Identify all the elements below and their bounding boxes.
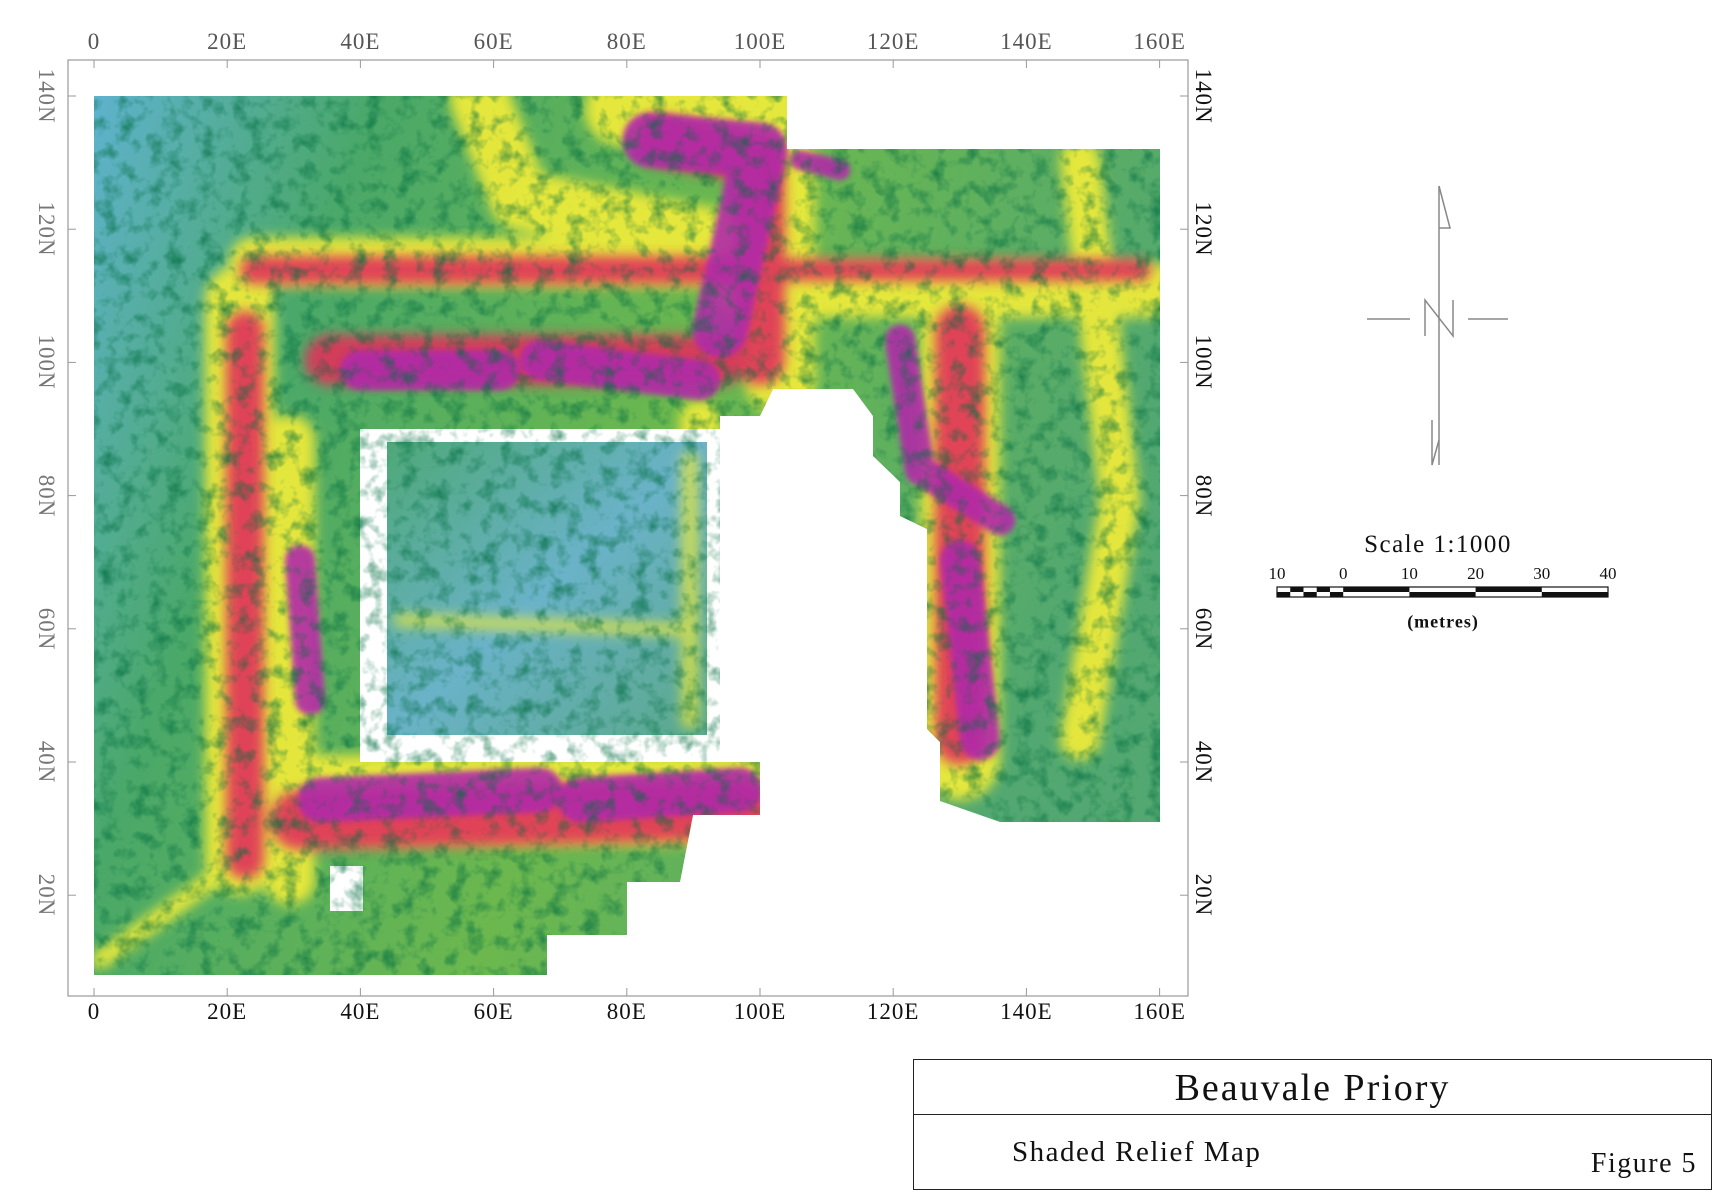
title-block: Beauvale Priory Shaded Relief Map Figure… xyxy=(913,1059,1712,1190)
plot-frame xyxy=(67,59,1189,997)
scale-tick-label: 30 xyxy=(1533,564,1551,583)
scale-unit: (metres) xyxy=(1407,611,1479,632)
x-tick-label-top: 120E xyxy=(866,29,920,54)
figure-label: Figure 5 xyxy=(1590,1148,1697,1179)
north-arrow xyxy=(1367,185,1508,466)
x-tick-label-bottom: 160E xyxy=(1133,999,1186,1024)
x-tick-label-top: 20E xyxy=(207,29,248,54)
scale-segment xyxy=(1409,592,1476,597)
x-tick-label-top: 160E xyxy=(1133,29,1186,54)
y-tick-label-left: 80N xyxy=(34,474,59,517)
scale-segment xyxy=(1343,587,1410,592)
x-tick-label-bottom: 80E xyxy=(606,999,647,1024)
x-tick-label-bottom: 140E xyxy=(1000,999,1053,1024)
y-tick-label-left: 20N xyxy=(34,873,59,917)
y-tick-label-left: 120N xyxy=(34,201,59,257)
scale-tick-label: 0 xyxy=(1338,564,1348,583)
title-divider xyxy=(914,1114,1711,1115)
x-tick-label-bottom: 40E xyxy=(340,999,381,1024)
y-tick-label-right: 100N xyxy=(1191,334,1216,390)
x-tick-label-bottom: 0 xyxy=(87,999,101,1024)
y-tick-label-right: 140N xyxy=(1191,68,1216,124)
x-tick-label-bottom: 20E xyxy=(207,999,248,1024)
scale-tick-label: 10 xyxy=(1268,564,1286,583)
x-tick-label-top: 100E xyxy=(733,29,787,54)
map-title: Beauvale Priory xyxy=(1174,1067,1451,1109)
scale-title: Scale 1:1000 xyxy=(1364,531,1512,558)
y-tick-label-left: 140N xyxy=(34,68,59,124)
survey-area xyxy=(94,96,1160,975)
x-tick-label-bottom: 120E xyxy=(866,999,920,1024)
scale-tick-label: 10 xyxy=(1400,564,1418,583)
north-n-glyph xyxy=(1424,297,1454,339)
scale-tick-label: 20 xyxy=(1467,564,1485,583)
scale-segment xyxy=(1475,587,1542,592)
map-subtitle: Shaded Relief Map xyxy=(1012,1136,1262,1168)
y-tick-label-right: 120N xyxy=(1191,201,1216,257)
scale-segment xyxy=(1290,587,1304,592)
scale-bar xyxy=(1276,586,1609,598)
y-tick-label-right: 60N xyxy=(1191,607,1216,651)
scale-tick-label: 40 xyxy=(1599,564,1617,583)
x-tick-label-top: 140E xyxy=(1000,29,1053,54)
scale-segment xyxy=(1541,592,1608,597)
y-tick-label-right: 40N xyxy=(1191,740,1216,784)
y-tick-label-left: 40N xyxy=(34,740,59,784)
frame-ticks xyxy=(68,60,1188,996)
scale-segment xyxy=(1316,587,1330,592)
y-tick-label-left: 60N xyxy=(34,607,59,651)
x-tick-label-top: 0 xyxy=(87,29,101,54)
y-tick-label-right: 20N xyxy=(1191,873,1216,917)
y-tick-label-right: 80N xyxy=(1191,474,1216,517)
x-tick-label-top: 40E xyxy=(340,29,381,54)
y-tick-label-left: 100N xyxy=(34,334,59,390)
scale-segment xyxy=(1303,592,1317,597)
scale-segment xyxy=(1277,592,1291,597)
x-tick-label-bottom: 100E xyxy=(733,999,787,1024)
scale-segment xyxy=(1329,592,1344,597)
x-tick-label-bottom: 60E xyxy=(473,999,514,1024)
x-tick-label-top: 80E xyxy=(606,29,647,54)
x-tick-label-top: 60E xyxy=(473,29,514,54)
